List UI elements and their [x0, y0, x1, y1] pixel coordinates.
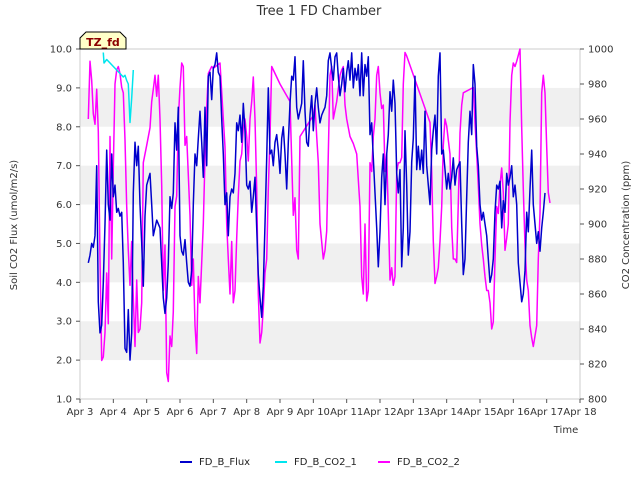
x-tick-label: Apr 16: [497, 407, 530, 418]
tz-badge-label: TZ_fd: [86, 36, 120, 49]
y-tick-label: 7.0: [56, 161, 72, 172]
legend-label: FD_B_Flux: [199, 457, 250, 468]
series-layer: [87, 48, 551, 383]
x-tick-label: Apr 5: [133, 407, 160, 418]
grid-band: [80, 321, 580, 361]
y2-tick-label: 1000: [588, 45, 613, 56]
x-tick-label: Apr 17: [530, 407, 563, 418]
x-axis: Apr 3 Apr 4 Apr 5 Apr 6 Apr 7 Apr 8 Apr 9 Apr 1…: [67, 399, 597, 418]
y2-tick-label: 840: [588, 325, 607, 336]
x-tick-label: Apr 6: [167, 407, 194, 418]
x-tick-label: Apr 3: [67, 407, 94, 418]
x-tick-label: Apr 14: [430, 407, 463, 418]
y-tick-label: 5.0: [56, 239, 72, 250]
y-axis-title: Soil CO2 Flux (umol/m2/s): [9, 160, 20, 290]
x-tick-label: Apr 12: [363, 407, 396, 418]
chart-title: Tree 1 FD Chamber: [256, 4, 382, 19]
legend-label: FD_B_CO2_1: [294, 457, 357, 468]
y-tick-label: 6.0: [56, 200, 72, 211]
y-tick-label: 10.0: [50, 45, 72, 56]
series-line-fd-b-co2-1: [102, 52, 135, 124]
x-tick-label: Apr 18: [563, 407, 596, 418]
legend: FD_B_Flux FD_B_CO2_1 FD_B_CO2_2: [180, 457, 460, 468]
tz-badge-shape: [79, 31, 127, 50]
y-tick-label: 1.0: [56, 395, 72, 406]
y-axis-right: 800 820 840 860 880 900 920 940 960 980 1000: [580, 45, 613, 406]
y-axis-left: 1.0 2.0 3.0 4.0 5.0 6.0 7.0 8.0 9.0 10.0: [50, 45, 80, 406]
y2-tick-label: 920: [588, 185, 607, 196]
x-axis-title: Time: [553, 425, 578, 436]
y2-tick-label: 960: [588, 115, 607, 126]
x-tick-label: Apr 15: [463, 407, 496, 418]
y2-tick-label: 980: [588, 80, 607, 91]
series-line-fd-b-flux: [87, 52, 546, 361]
y-tick-label: 8.0: [56, 122, 72, 133]
y2-tick-label: 800: [588, 395, 607, 406]
y2-tick-label: 940: [588, 150, 607, 161]
x-tick-label: Apr 11: [330, 407, 363, 418]
y-tick-label: 4.0: [56, 278, 72, 289]
y2-axis-title: CO2 Concentration (ppm): [621, 161, 632, 290]
y2-tick-label: 860: [588, 290, 607, 301]
legend-label: FD_B_CO2_2: [397, 457, 460, 468]
x-tick-label: Apr 10: [297, 407, 330, 418]
y-tick-label: 9.0: [56, 83, 72, 94]
grid-bands: [80, 87, 580, 361]
series-line-fd-b-co2-2: [87, 48, 551, 383]
y2-tick-label: 900: [588, 220, 607, 231]
y2-tick-label: 820: [588, 360, 607, 371]
x-tick-label: Apr 8: [233, 407, 260, 418]
x-tick-label: Apr 4: [100, 407, 127, 418]
x-tick-label: Apr 9: [267, 407, 294, 418]
x-tick-label: Apr 13: [397, 407, 430, 418]
y-tick-label: 2.0: [56, 356, 72, 367]
x-tick-label: Apr 7: [200, 407, 227, 418]
y-tick-label: 3.0: [56, 317, 72, 328]
tz-badge: TZ_fd: [79, 31, 127, 50]
y2-tick-label: 880: [588, 255, 607, 266]
